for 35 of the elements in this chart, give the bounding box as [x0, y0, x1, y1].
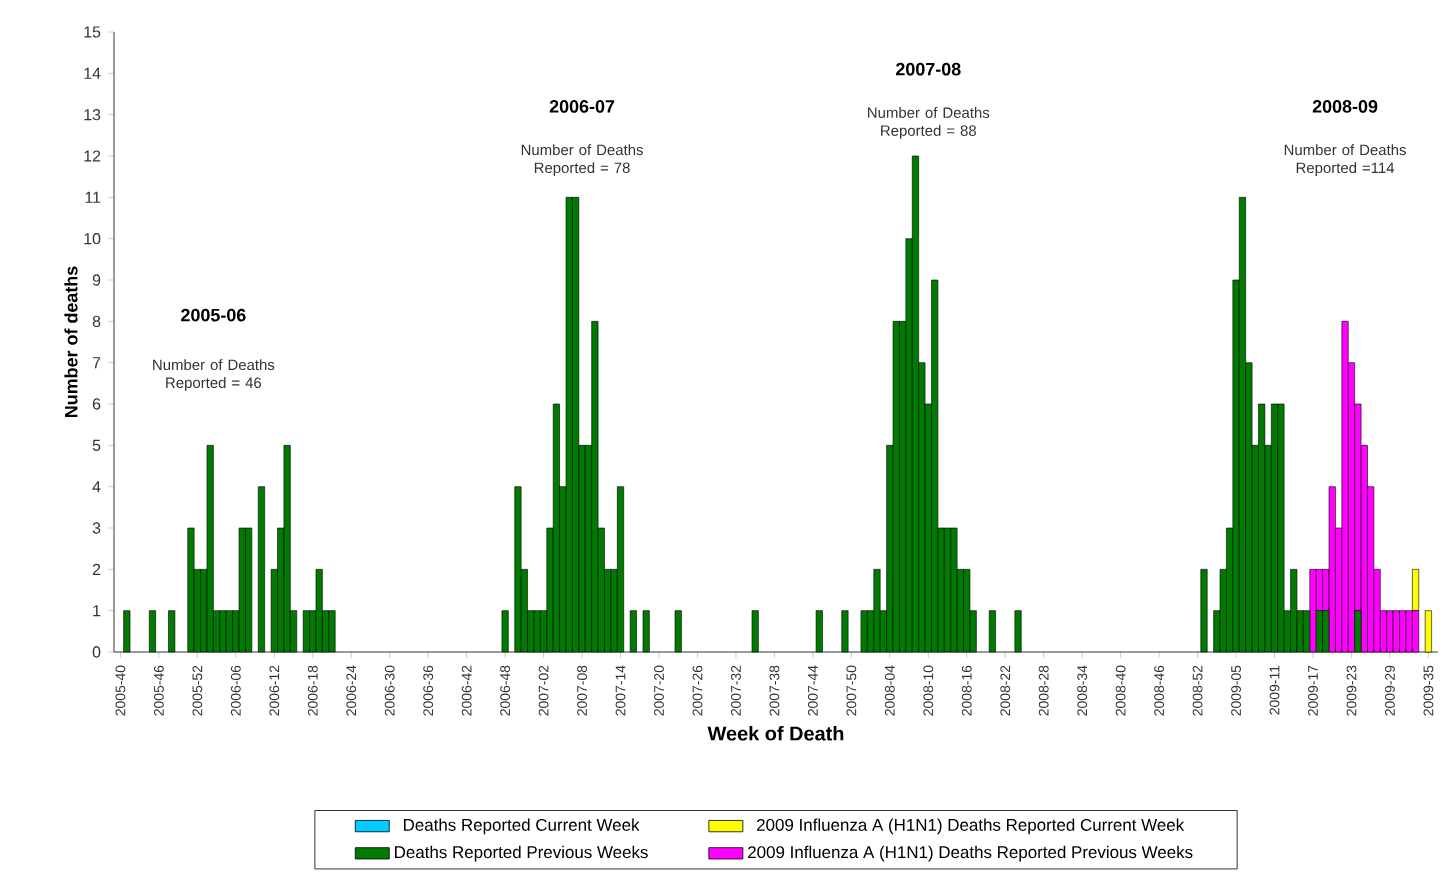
bar — [1238, 197, 1246, 653]
bar — [206, 445, 214, 653]
legend-label: 2009 Influenza A (H1N1) Deaths Reported Current Week — [757, 818, 1185, 835]
bar — [238, 527, 246, 653]
bar — [911, 155, 919, 653]
bar — [283, 445, 291, 653]
annotation: 2007-08 — [896, 62, 961, 76]
annotation: 2006-07 — [549, 100, 615, 113]
bar — [950, 527, 958, 653]
legend-label: 2009 Influenza A (H1N1) Deaths Reported Previous Weeks — [748, 845, 1193, 862]
bar — [873, 569, 881, 653]
bar — [533, 610, 541, 653]
bar — [1392, 610, 1400, 653]
bar — [1405, 610, 1413, 653]
legend-label: Deaths Reported Current Week — [403, 818, 640, 835]
bar — [219, 610, 227, 653]
legend-label: Deaths Reported Previous Weeks — [395, 845, 648, 862]
bar — [892, 321, 900, 653]
bar — [931, 279, 939, 653]
bar — [315, 569, 323, 653]
bar — [963, 569, 971, 653]
bar — [1277, 403, 1285, 653]
bar — [552, 403, 560, 653]
annotation: 2005-06 — [181, 308, 246, 322]
bar — [1341, 321, 1349, 653]
bar — [565, 197, 573, 653]
bar — [591, 321, 599, 653]
annotation: 2008-09 — [1312, 100, 1378, 113]
bar — [1290, 569, 1298, 653]
bar — [1309, 569, 1317, 653]
y-axis-title: Number of deaths — [64, 266, 78, 418]
x-axis-title: Week of Death — [707, 725, 844, 741]
bar — [572, 197, 580, 653]
bar — [1328, 486, 1336, 653]
bar — [1258, 403, 1266, 653]
